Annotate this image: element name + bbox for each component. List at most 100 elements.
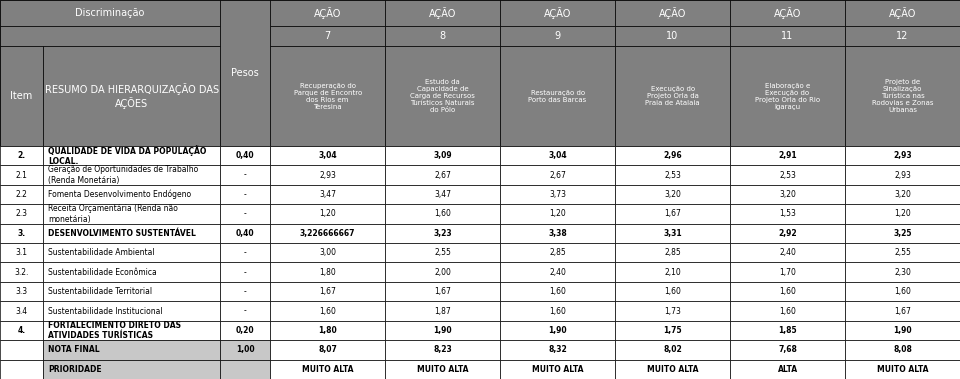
Bar bbox=[0, 243, 43, 263]
Text: 8: 8 bbox=[440, 31, 445, 41]
Bar bbox=[500, 340, 615, 360]
Bar bbox=[500, 0, 615, 26]
Text: 1,90: 1,90 bbox=[893, 326, 912, 335]
Text: 3,20: 3,20 bbox=[664, 190, 681, 199]
Bar bbox=[43, 204, 221, 224]
Text: 2,55: 2,55 bbox=[894, 248, 911, 257]
Text: 3,23: 3,23 bbox=[433, 229, 452, 238]
Bar bbox=[385, 282, 500, 301]
Text: 2,40: 2,40 bbox=[549, 268, 566, 277]
Text: 1,60: 1,60 bbox=[320, 307, 336, 315]
Text: -: - bbox=[244, 171, 247, 180]
Bar bbox=[0, 185, 43, 204]
Bar bbox=[221, 165, 270, 185]
Bar bbox=[845, 0, 960, 26]
Text: 3,47: 3,47 bbox=[434, 190, 451, 199]
Bar bbox=[385, 26, 500, 46]
Text: AÇÃO: AÇÃO bbox=[544, 7, 571, 19]
Bar bbox=[500, 243, 615, 263]
Text: 1,90: 1,90 bbox=[433, 326, 452, 335]
Bar bbox=[500, 146, 615, 165]
Text: QUALIDADE DE VIDA DA POPULAÇÃO
LOCAL.: QUALIDADE DE VIDA DA POPULAÇÃO LOCAL. bbox=[48, 145, 206, 166]
Text: Discriminação: Discriminação bbox=[76, 8, 145, 18]
Text: 8,23: 8,23 bbox=[433, 345, 452, 354]
Text: 1,60: 1,60 bbox=[780, 307, 796, 315]
Bar bbox=[615, 224, 730, 243]
Bar bbox=[730, 282, 845, 301]
Bar bbox=[730, 340, 845, 360]
Text: RESUMO DA HIERARQUIZAÇÃO DAS
AÇÕES: RESUMO DA HIERARQUIZAÇÃO DAS AÇÕES bbox=[45, 83, 219, 109]
Bar bbox=[385, 0, 500, 26]
Text: 3,25: 3,25 bbox=[893, 229, 912, 238]
Text: 1,20: 1,20 bbox=[320, 210, 336, 218]
Text: 3,31: 3,31 bbox=[663, 229, 682, 238]
Bar bbox=[221, 301, 270, 321]
Text: 2.: 2. bbox=[17, 151, 26, 160]
Bar bbox=[43, 146, 221, 165]
Bar bbox=[615, 0, 730, 26]
Bar bbox=[221, 321, 270, 340]
Bar bbox=[500, 204, 615, 224]
Text: Item: Item bbox=[11, 91, 33, 101]
Bar bbox=[385, 46, 500, 146]
Bar bbox=[385, 165, 500, 185]
Bar bbox=[270, 282, 385, 301]
Text: Receita Orçamentária (Renda não
monetária): Receita Orçamentária (Renda não monetári… bbox=[48, 204, 178, 224]
Text: 2,40: 2,40 bbox=[780, 248, 796, 257]
Text: -: - bbox=[244, 268, 247, 277]
Text: 1,60: 1,60 bbox=[780, 287, 796, 296]
Text: 1,87: 1,87 bbox=[434, 307, 451, 315]
Bar bbox=[43, 282, 221, 301]
Text: Sustentabilidade Territorial: Sustentabilidade Territorial bbox=[48, 287, 152, 296]
Bar bbox=[270, 46, 385, 146]
Text: 1,20: 1,20 bbox=[549, 210, 566, 218]
Bar bbox=[845, 185, 960, 204]
Bar bbox=[730, 204, 845, 224]
Bar bbox=[0, 262, 43, 282]
Bar bbox=[730, 26, 845, 46]
Bar bbox=[730, 321, 845, 340]
Text: 3.: 3. bbox=[17, 229, 26, 238]
Bar bbox=[270, 146, 385, 165]
Bar bbox=[845, 301, 960, 321]
Bar bbox=[0, 0, 221, 26]
Bar bbox=[0, 165, 43, 185]
Text: 1,67: 1,67 bbox=[434, 287, 451, 296]
Text: AÇÃO: AÇÃO bbox=[889, 7, 916, 19]
Text: 2,91: 2,91 bbox=[779, 151, 797, 160]
Text: 8,02: 8,02 bbox=[663, 345, 682, 354]
Text: 12: 12 bbox=[897, 31, 909, 41]
Text: 2,93: 2,93 bbox=[320, 171, 336, 180]
Text: 1,85: 1,85 bbox=[779, 326, 797, 335]
Bar bbox=[845, 204, 960, 224]
Bar bbox=[730, 185, 845, 204]
Bar bbox=[0, 26, 221, 46]
Bar bbox=[730, 224, 845, 243]
Bar bbox=[385, 301, 500, 321]
Bar bbox=[615, 165, 730, 185]
Bar bbox=[615, 360, 730, 379]
Text: 3,73: 3,73 bbox=[549, 190, 566, 199]
Bar bbox=[500, 46, 615, 146]
Bar bbox=[615, 204, 730, 224]
Text: 1,53: 1,53 bbox=[780, 210, 796, 218]
Bar bbox=[0, 146, 43, 165]
Bar bbox=[221, 224, 270, 243]
Bar bbox=[43, 340, 221, 360]
Bar bbox=[730, 146, 845, 165]
Bar bbox=[730, 360, 845, 379]
Bar bbox=[0, 301, 43, 321]
Bar bbox=[43, 321, 221, 340]
Bar bbox=[0, 0, 960, 146]
Bar bbox=[43, 360, 221, 379]
Text: -: - bbox=[244, 210, 247, 218]
Text: 2,92: 2,92 bbox=[779, 229, 797, 238]
Text: Sustentabilidade Ambiental: Sustentabilidade Ambiental bbox=[48, 248, 155, 257]
Text: 1,60: 1,60 bbox=[549, 307, 566, 315]
Bar bbox=[221, 185, 270, 204]
Bar bbox=[385, 360, 500, 379]
Bar bbox=[0, 340, 43, 360]
Bar bbox=[845, 224, 960, 243]
Bar bbox=[270, 301, 385, 321]
Text: 1,80: 1,80 bbox=[320, 268, 336, 277]
